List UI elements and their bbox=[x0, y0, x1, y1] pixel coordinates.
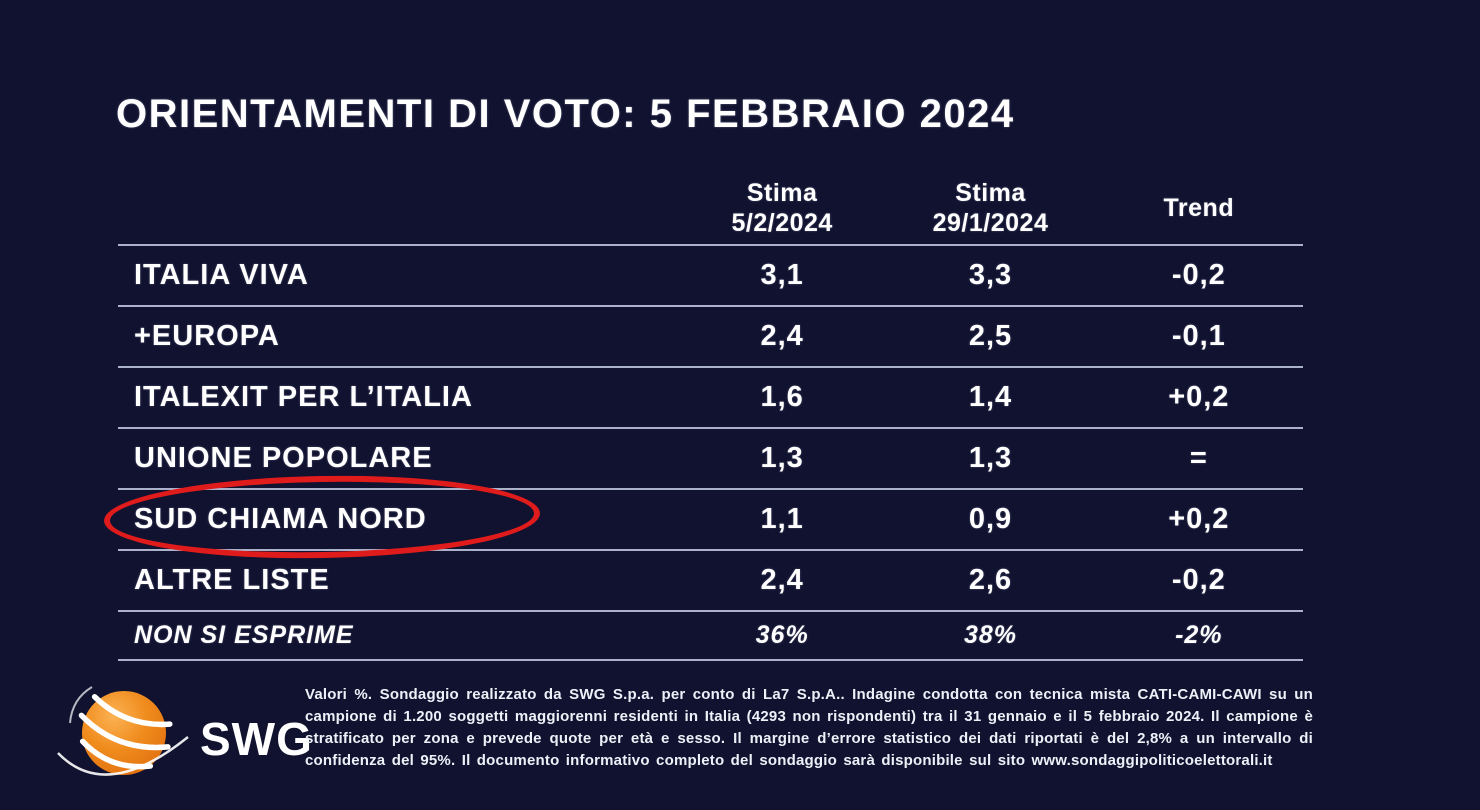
methodology-disclaimer: Valori %. Sondaggio realizzato da SWG S.… bbox=[305, 686, 1313, 769]
stima-current-value: 1,6 bbox=[760, 381, 804, 413]
table-row: ITALIA VIVA 3,1 3,3 -0,2 bbox=[118, 244, 1303, 305]
table-header-row: Stima 5/2/2024 Stima 29/1/2024 Trend bbox=[118, 164, 1303, 244]
header-stima-current: Stima 5/2/2024 bbox=[731, 179, 833, 237]
trend-value: +0,2 bbox=[1168, 503, 1230, 535]
party-name: +EUROPA bbox=[134, 320, 280, 352]
trend-value: +0,2 bbox=[1168, 381, 1230, 413]
party-name: ITALIA VIVA bbox=[134, 259, 309, 291]
stima-previous-value: 1,4 bbox=[968, 381, 1013, 413]
header-stima-previous: Stima 29/1/2024 bbox=[932, 179, 1049, 237]
party-name: ALTRE LISTE bbox=[134, 564, 330, 596]
stima-current-value: 3,1 bbox=[760, 259, 804, 291]
stima-current-value: 1,3 bbox=[760, 442, 804, 474]
table-row: +EUROPA 2,4 2,5 -0,1 bbox=[118, 305, 1303, 366]
stima-current-value: 2,4 bbox=[760, 320, 804, 352]
stima-previous-value: 38% bbox=[963, 621, 1018, 649]
trend-value: = bbox=[1189, 442, 1208, 474]
stima-current-value: 36% bbox=[755, 621, 809, 649]
party-name: ITALEXIT PER L’ITALIA bbox=[134, 381, 473, 413]
header-trend: Trend bbox=[1163, 194, 1235, 222]
stima-previous-value: 3,3 bbox=[968, 259, 1013, 291]
swg-globe-icon bbox=[48, 671, 198, 804]
party-name: SUD CHIAMA NORD bbox=[134, 503, 427, 535]
trend-value: -2% bbox=[1175, 621, 1223, 649]
table-row-highlighted: SUD CHIAMA NORD 1,1 0,9 +0,2 bbox=[118, 488, 1303, 549]
stima-previous-value: 2,6 bbox=[968, 564, 1013, 596]
trend-value: -0,2 bbox=[1171, 564, 1226, 596]
swg-logo: SWG bbox=[48, 671, 312, 804]
trend-value: -0,2 bbox=[1171, 259, 1226, 291]
party-name: NON SI ESPRIME bbox=[134, 621, 354, 649]
table-row: ALTRE LISTE 2,4 2,6 -0,2 bbox=[118, 549, 1303, 610]
stima-current-value: 1,1 bbox=[760, 503, 804, 535]
party-name: UNIONE POPOLARE bbox=[134, 442, 433, 474]
swg-logo-text: SWG bbox=[200, 713, 313, 765]
table-row-undecided: NON SI ESPRIME 36% 38% -2% bbox=[118, 610, 1303, 661]
stima-previous-value: 0,9 bbox=[968, 503, 1013, 535]
poll-results-table: Stima 5/2/2024 Stima 29/1/2024 Trend ITA… bbox=[118, 164, 1303, 661]
page-title: ORIENTAMENTI DI VOTO: 5 FEBBRAIO 2024 bbox=[116, 92, 1015, 136]
stima-previous-value: 1,3 bbox=[968, 442, 1013, 474]
stima-previous-value: 2,5 bbox=[968, 320, 1013, 352]
footer: SWG Valori %. Sondaggio realizzato da SW… bbox=[0, 666, 1480, 810]
table-row: UNIONE POPOLARE 1,3 1,3 = bbox=[118, 427, 1303, 488]
table-row: ITALEXIT PER L’ITALIA 1,6 1,4 +0,2 bbox=[118, 366, 1303, 427]
stima-current-value: 2,4 bbox=[760, 564, 804, 596]
trend-value: -0,1 bbox=[1171, 320, 1226, 352]
